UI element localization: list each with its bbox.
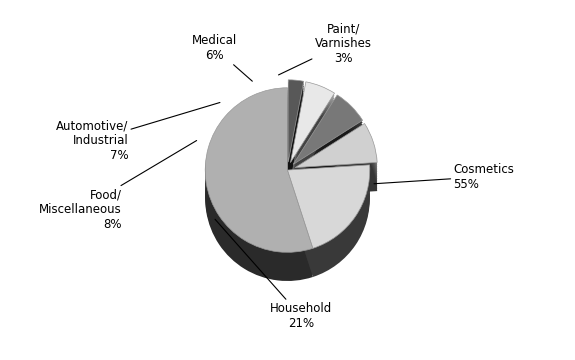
Wedge shape — [288, 189, 370, 272]
Wedge shape — [293, 119, 363, 188]
Wedge shape — [290, 82, 335, 163]
Wedge shape — [290, 96, 335, 177]
Wedge shape — [205, 102, 313, 267]
Wedge shape — [293, 97, 363, 167]
Wedge shape — [288, 92, 304, 174]
Wedge shape — [205, 114, 313, 279]
Wedge shape — [288, 179, 370, 263]
Wedge shape — [293, 114, 363, 184]
Wedge shape — [288, 165, 370, 248]
Text: Food/
Miscellaneous
8%: Food/ Miscellaneous 8% — [39, 140, 197, 231]
Wedge shape — [205, 107, 313, 271]
Wedge shape — [288, 186, 370, 270]
Wedge shape — [293, 102, 363, 172]
Wedge shape — [293, 123, 363, 193]
Wedge shape — [293, 121, 363, 191]
Wedge shape — [290, 89, 335, 170]
Wedge shape — [205, 90, 313, 255]
Wedge shape — [288, 184, 370, 267]
Wedge shape — [288, 177, 370, 260]
Wedge shape — [205, 112, 313, 276]
Wedge shape — [288, 104, 304, 186]
Wedge shape — [293, 109, 363, 179]
Wedge shape — [205, 104, 313, 269]
Wedge shape — [288, 170, 370, 253]
Wedge shape — [295, 145, 377, 189]
Wedge shape — [290, 94, 335, 175]
Text: Cosmetics
55%: Cosmetics 55% — [374, 163, 514, 191]
Wedge shape — [295, 135, 377, 180]
Wedge shape — [295, 128, 377, 172]
Text: Automotive/
Industrial
7%: Automotive/ Industrial 7% — [56, 103, 220, 162]
Wedge shape — [205, 93, 313, 257]
Wedge shape — [295, 152, 377, 196]
Wedge shape — [205, 95, 313, 260]
Wedge shape — [205, 109, 313, 274]
Wedge shape — [288, 99, 304, 181]
Wedge shape — [288, 94, 304, 176]
Wedge shape — [288, 167, 370, 251]
Wedge shape — [293, 104, 363, 174]
Wedge shape — [288, 89, 304, 172]
Wedge shape — [295, 138, 377, 182]
Wedge shape — [293, 116, 363, 186]
Wedge shape — [288, 172, 370, 256]
Text: Paint/
Varnishes
3%: Paint/ Varnishes 3% — [278, 22, 371, 75]
Wedge shape — [295, 143, 377, 187]
Wedge shape — [295, 140, 377, 184]
Wedge shape — [295, 133, 377, 177]
Wedge shape — [288, 194, 370, 277]
Wedge shape — [288, 96, 304, 179]
Wedge shape — [288, 85, 304, 167]
Wedge shape — [290, 87, 335, 167]
Wedge shape — [293, 95, 363, 165]
Wedge shape — [288, 175, 370, 258]
Wedge shape — [205, 100, 313, 264]
Wedge shape — [290, 106, 335, 186]
Wedge shape — [295, 150, 377, 194]
Wedge shape — [205, 88, 313, 252]
Wedge shape — [290, 101, 335, 182]
Wedge shape — [205, 116, 313, 281]
Wedge shape — [295, 131, 377, 175]
Wedge shape — [288, 106, 304, 188]
Wedge shape — [295, 126, 377, 170]
Wedge shape — [288, 80, 304, 162]
Wedge shape — [293, 107, 363, 176]
Wedge shape — [288, 181, 370, 265]
Wedge shape — [290, 91, 335, 172]
Wedge shape — [295, 147, 377, 192]
Wedge shape — [290, 84, 335, 165]
Wedge shape — [290, 103, 335, 184]
Wedge shape — [293, 112, 363, 181]
Wedge shape — [288, 87, 304, 169]
Wedge shape — [288, 108, 304, 191]
Wedge shape — [290, 99, 335, 179]
Wedge shape — [288, 82, 304, 165]
Text: Medical
6%: Medical 6% — [192, 34, 252, 81]
Text: Household
21%: Household 21% — [215, 219, 332, 330]
Wedge shape — [288, 191, 370, 275]
Wedge shape — [205, 97, 313, 262]
Wedge shape — [293, 100, 363, 169]
Wedge shape — [290, 111, 335, 191]
Wedge shape — [288, 102, 304, 184]
Wedge shape — [295, 123, 377, 168]
Wedge shape — [290, 108, 335, 189]
